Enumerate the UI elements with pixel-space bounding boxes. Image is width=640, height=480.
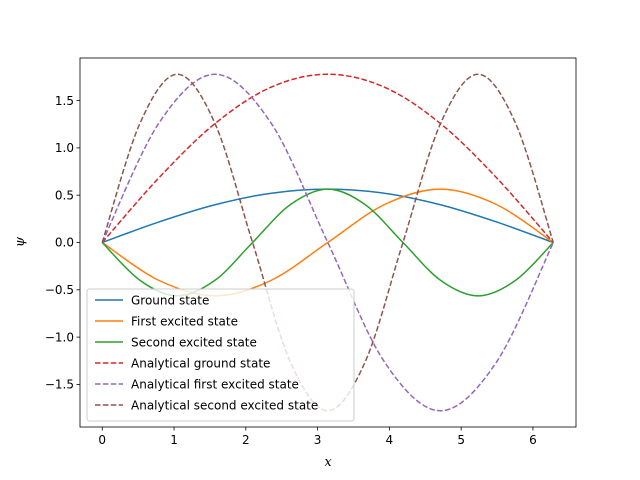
legend-label-6: Analytical second excited state [131,398,318,412]
x-tick-label: 1 [170,433,178,447]
y-tick-label: 1.5 [55,94,74,108]
x-tick-label: 3 [314,433,322,447]
x-tick-label: 4 [386,433,394,447]
y-tick-label: −0.5 [45,283,74,297]
legend-label-4: Analytical ground state [131,356,270,370]
y-tick-label: 0.5 [55,188,74,202]
series-line-1 [101,188,554,244]
x-tick-label: 5 [457,433,465,447]
series-line-4 [101,73,554,243]
y-axis: −1.5 −1.0 −0.5 0.0 0.5 1.0 1.5 [45,94,80,392]
x-tick-label: 2 [242,433,250,447]
legend-label-5: Analytical first excited state [131,377,299,391]
series-line-2 [101,188,554,297]
legend-label-2: First excited state [131,314,238,328]
x-axis-label: x [324,455,332,470]
x-axis: 0 1 2 3 4 5 6 [98,427,537,447]
y-tick-label: 0.0 [55,236,74,250]
y-axis-label: ψ [13,236,28,247]
x-tick-label: 0 [98,433,106,447]
x-tick-label: 6 [529,433,537,447]
legend-label-3: Second excited state [131,335,257,349]
series-line-6 [101,73,554,412]
legend-label-1: Ground state [131,293,209,307]
y-tick-label: −1.0 [45,330,74,344]
y-tick-label: −1.5 [45,378,74,392]
legend: Ground state First excited state Second ex… [86,288,355,422]
legend-box [86,288,355,422]
y-tick-label: 1.0 [55,141,74,155]
